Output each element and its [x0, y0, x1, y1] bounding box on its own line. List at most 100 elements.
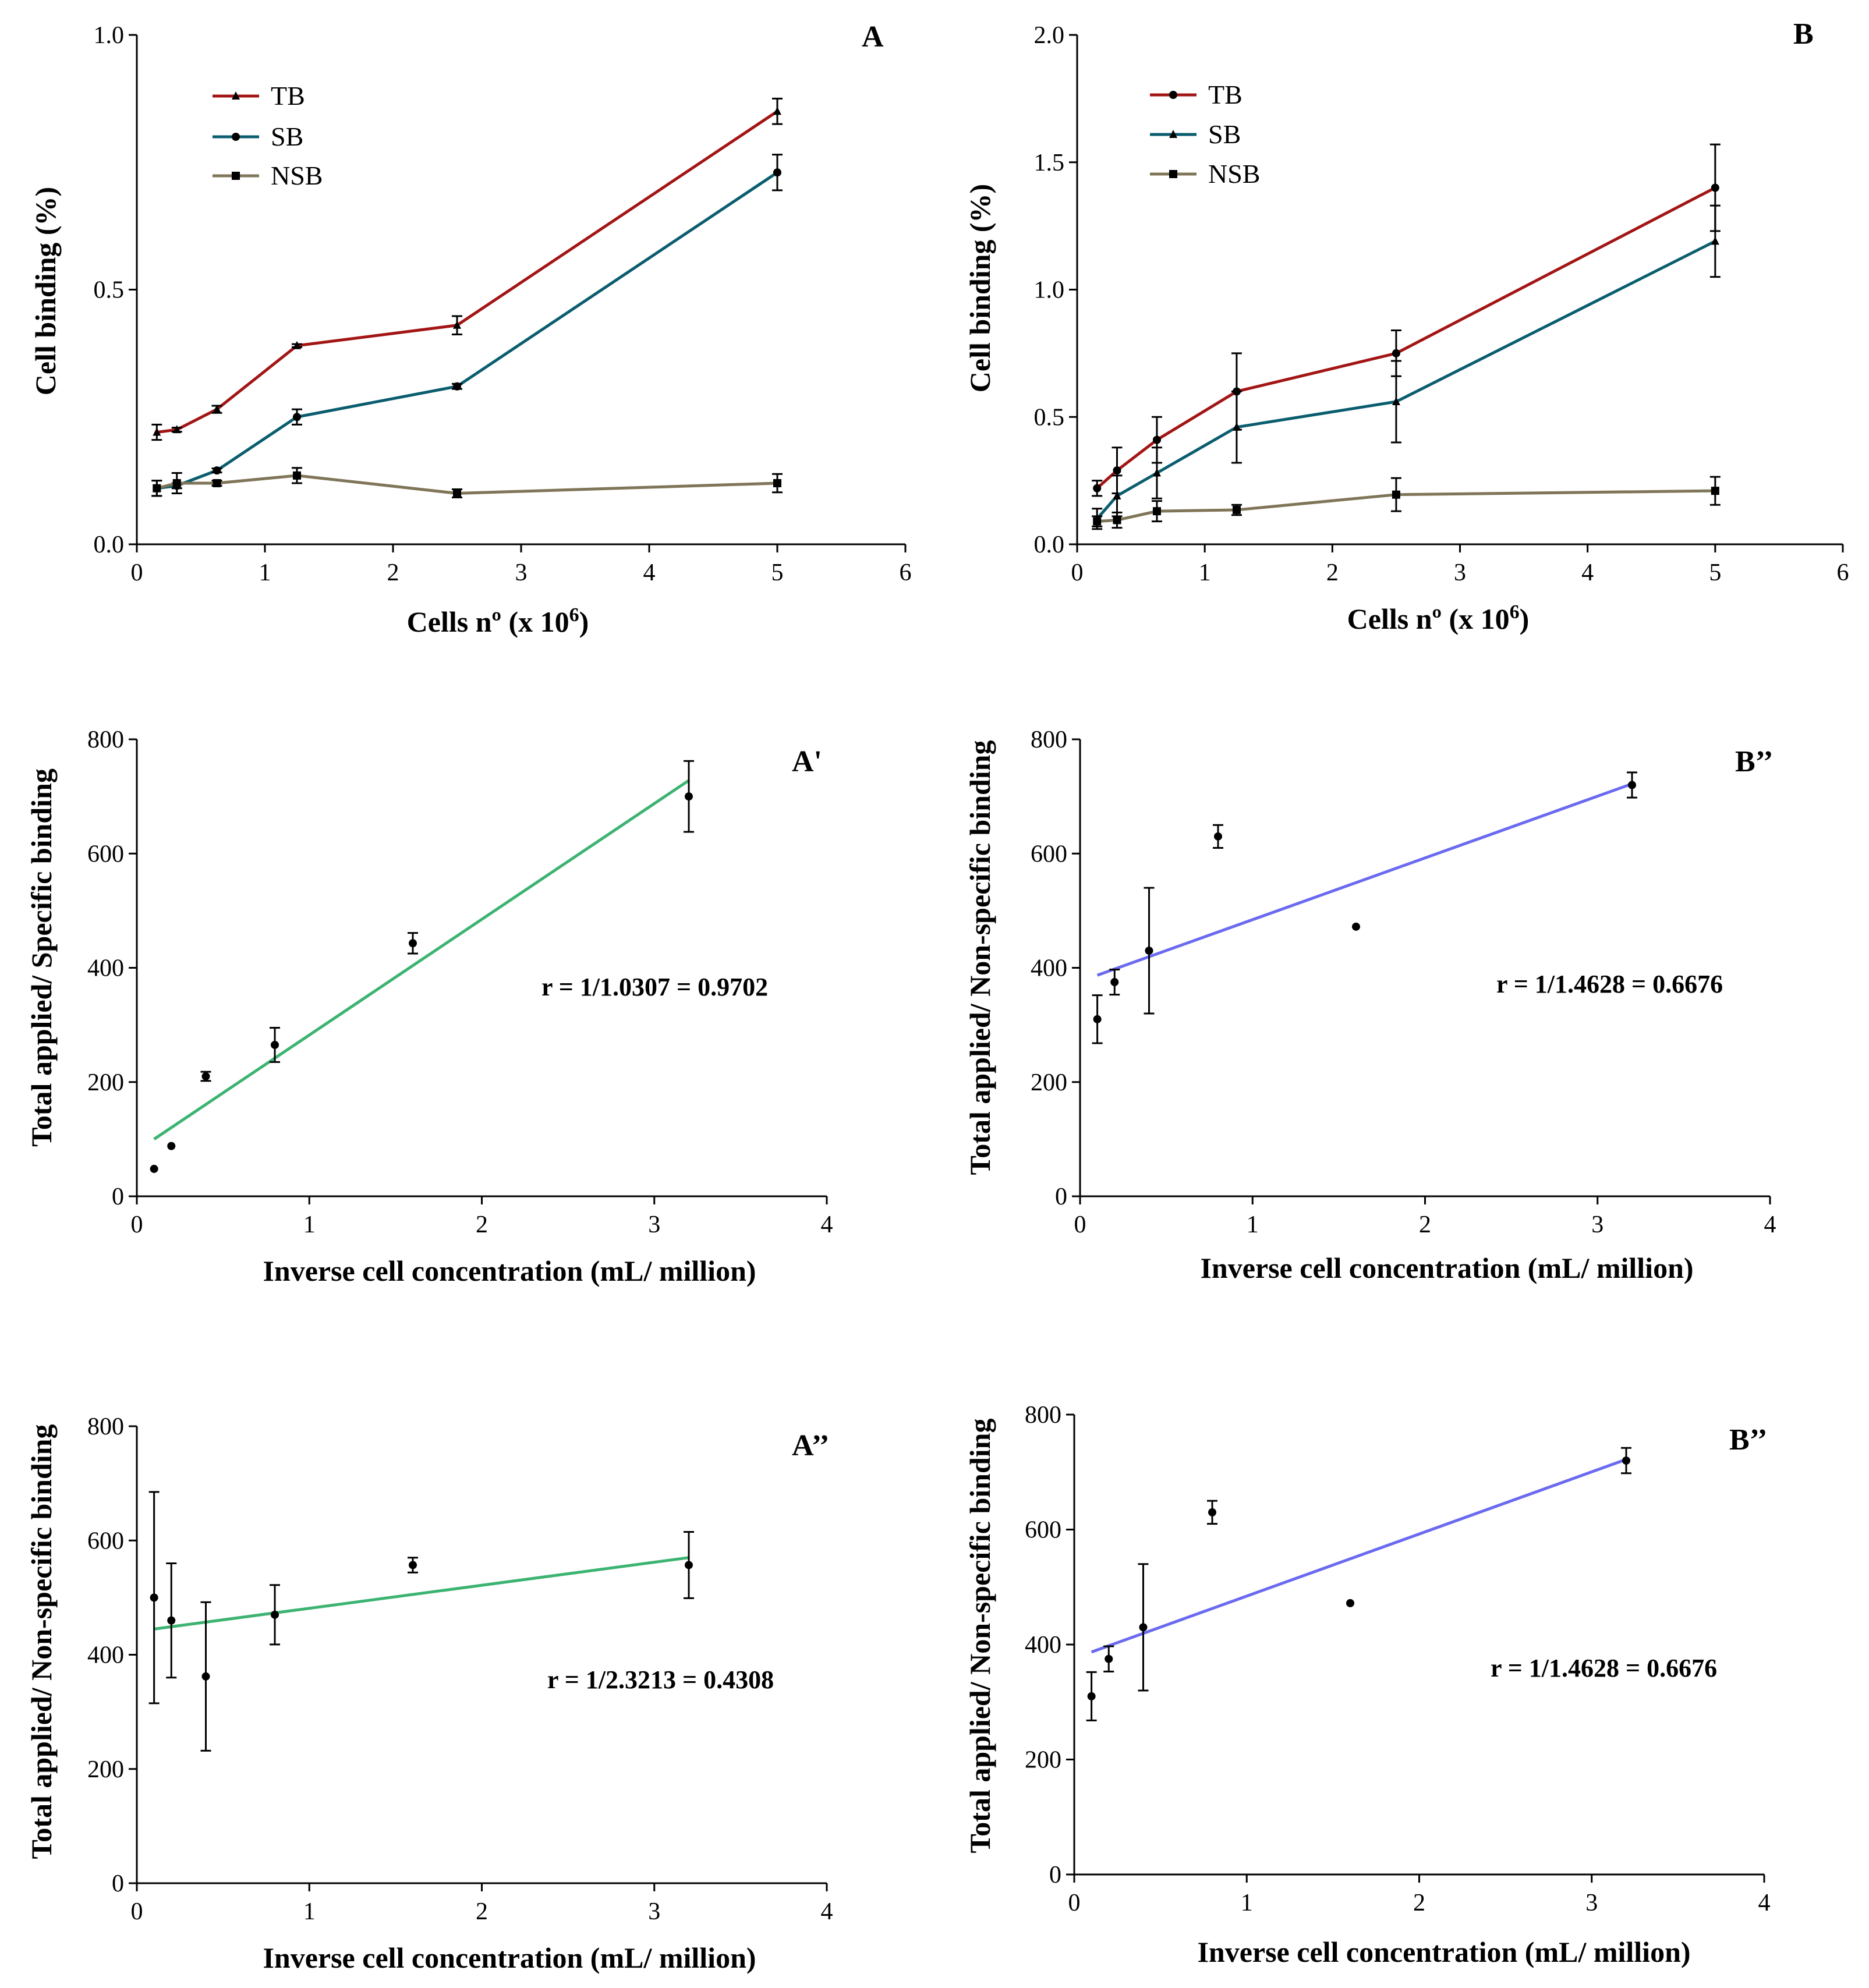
x-tick-label: 1 [303, 1211, 316, 1238]
y-tick-label: 0 [1055, 1183, 1067, 1210]
series-tb [151, 97, 783, 441]
legend-label-tb: TB [271, 81, 305, 111]
series-layer [148, 1491, 694, 1752]
series-nsb-point [1711, 487, 1719, 495]
chart-panel-a-prime: 0 1 2 3 4 0 200 400 600 800 A' r = 1/1.0307 = 0.9… [25, 727, 833, 1287]
annotation-a-prime: r = 1/1.0307 = 0.9702 [541, 973, 768, 1001]
data-point [1352, 922, 1360, 931]
panel-label-b-double-prime: B’’ [1735, 745, 1773, 778]
x-tick-label: 1 [303, 1898, 316, 1925]
y-tick-label: 0.0 [94, 531, 125, 558]
series-tb-point [153, 427, 161, 436]
series-tb [1092, 143, 1721, 497]
y-axis-label-b-double-prime-bottom: Total applied/ Non-specific binding [964, 1419, 996, 1854]
data-point [685, 792, 693, 801]
chart-panel-b-double-prime-middle: 0 1 2 3 4 0 200 400 600 800 B’’ r = 1/1.4628 = 0.… [964, 727, 1776, 1284]
y-tick-label: 800 [1031, 727, 1067, 753]
x-axis-label-a-prime: Inverse cell concentration (mL/ million) [263, 1255, 756, 1287]
y-tick-label: 0.5 [1034, 404, 1065, 431]
y-tick-label: 0 [1049, 1862, 1061, 1888]
legend-label-nsb: NSB [1208, 159, 1260, 189]
series-sb-point [1113, 491, 1121, 499]
y-tick-label: 400 [87, 1642, 124, 1669]
data-point [409, 1561, 417, 1569]
x-tick-label: 1 [1241, 1890, 1253, 1916]
y-tick-label: 0.0 [1034, 531, 1065, 558]
series-layer [1086, 1447, 1631, 1721]
data-point [201, 1072, 210, 1080]
y-tick-label: 200 [1025, 1747, 1061, 1774]
annotation-b-double-prime: r = 1/1.4628 = 0.6676 [1496, 970, 1723, 998]
axes [129, 1425, 828, 1891]
fit-line [154, 1556, 689, 1631]
y-axis-label-a-double-prime: Total applied/ Non-specific binding [25, 1424, 58, 1859]
x-tick-label: 3 [1591, 1211, 1603, 1238]
series-nsb-point [773, 479, 781, 487]
x-tick-label: 3 [648, 1211, 660, 1238]
series-layer [151, 97, 783, 498]
y-tick-label: 200 [87, 1756, 124, 1783]
y-tick-label: 2.0 [1034, 22, 1065, 49]
y-tick-label: 1.0 [1034, 277, 1065, 304]
x-tick-label: 5 [1709, 559, 1721, 586]
legend-a: TB SB NSB [213, 81, 323, 190]
x-tick-label: 3 [648, 1898, 660, 1925]
data-point [1346, 1599, 1354, 1607]
y-tick-label: 400 [87, 955, 124, 982]
x-tick-label: 2 [1413, 1890, 1425, 1916]
series-sb-line [1096, 240, 1716, 520]
y-tick-label: 600 [87, 841, 124, 867]
x-tick-label: 4 [821, 1898, 833, 1925]
fit-line [153, 779, 690, 1140]
series-sb [151, 154, 783, 497]
series-layer [1092, 143, 1721, 530]
legend-marker [1169, 170, 1177, 178]
legend-marker [232, 91, 240, 100]
series-tb-point [773, 107, 781, 115]
data-point [1139, 1623, 1148, 1632]
series-nsb-point [293, 471, 301, 480]
x-tick-label: 0 [131, 1211, 143, 1238]
series-sb-point [773, 168, 781, 177]
series-tb-line [157, 110, 778, 434]
series-nsb [151, 467, 783, 498]
series-nsb-point [172, 479, 181, 487]
tick-labels: 0 1 2 3 4 5 6 0.0 0.5 1.0 1.5 2.0 [1034, 22, 1849, 586]
axes [129, 34, 907, 552]
series-nsb-point [453, 489, 461, 498]
series-sb [1092, 204, 1721, 530]
y-axis-label-b: Cell binding (%) [964, 184, 996, 392]
series-tb-point [1113, 466, 1121, 475]
fit-line [1091, 1458, 1627, 1654]
x-tick-label: 3 [515, 559, 528, 586]
y-tick-label: 800 [1025, 1402, 1061, 1429]
x-tick-label: 0 [131, 1898, 143, 1925]
y-tick-label: 0 [112, 1183, 124, 1210]
x-tick-label: 2 [1419, 1211, 1431, 1238]
y-tick-label: 800 [87, 727, 124, 753]
series-nsb-point [1152, 507, 1161, 516]
x-tick-label: 1 [1199, 559, 1211, 586]
legend-label-nsb: NSB [271, 161, 323, 190]
series-nsb-point [213, 479, 221, 487]
x-axis-label-b: Cells nº (x 106) [1347, 601, 1530, 635]
series-nsb-point [1113, 516, 1121, 525]
series-sb-point [213, 466, 221, 475]
y-tick-label: 200 [1031, 1069, 1067, 1096]
legend-marker [1169, 91, 1177, 99]
series-nsb [1092, 476, 1721, 529]
chart-panel-a-double-prime: 0 1 2 3 4 0 200 400 600 800 A’’ r = 1/2.3213 = 0.… [25, 1413, 833, 1974]
series-tb-point [172, 425, 181, 434]
x-tick-label: 4 [643, 559, 656, 586]
fit-line [1096, 782, 1633, 977]
series-tb-point [1093, 484, 1102, 492]
series-nsb-point [1093, 517, 1102, 526]
series-nsb-point [153, 484, 161, 492]
series-sb-point [293, 413, 301, 421]
panel-label-b: B [1793, 17, 1814, 51]
y-tick-label: 1.0 [94, 22, 125, 49]
x-tick-label: 4 [1758, 1890, 1771, 1916]
data-point [1087, 1692, 1096, 1700]
y-axis-label-b-double-prime: Total applied/ Non-specific binding [964, 740, 996, 1175]
